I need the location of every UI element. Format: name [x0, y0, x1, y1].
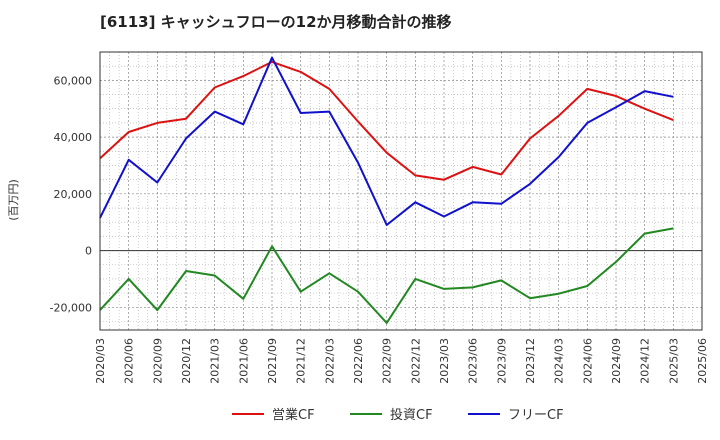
x-tick-label: 2024/06: [581, 338, 594, 384]
x-tick-label: 2024/12: [639, 338, 652, 384]
x-tick-label: 2021/06: [237, 338, 250, 384]
y-tick-label: 0: [85, 245, 92, 258]
series-line-1: [99, 227, 674, 324]
x-tick-label: 2025/03: [667, 338, 680, 384]
x-tick-label: 2025/06: [696, 338, 709, 384]
legend: 営業CF 投資CF フリーCF: [232, 407, 564, 423]
x-tick-label: 2020/09: [151, 338, 164, 384]
y-tick-label: 60,000: [54, 74, 93, 87]
x-tick-label: 2022/09: [381, 338, 394, 384]
x-tick-label: 2022/03: [323, 338, 336, 384]
x-tick-label: 2024/03: [553, 338, 566, 384]
x-tick-label: 2020/06: [123, 338, 136, 384]
y-tick-labels: -20,000 0 20,000 40,000 60,000: [50, 74, 92, 314]
x-tick-label: 2024/09: [610, 338, 623, 384]
x-tick-labels: 2020/03 2020/06 2020/09 2020/12 2021/03 2021/…: [94, 338, 709, 384]
x-tick-label: 2021/12: [295, 338, 308, 384]
x-tick-label: 2023/12: [524, 338, 537, 384]
x-tick-label: 2021/09: [266, 338, 279, 384]
plot-area-frame: [99, 51, 703, 331]
series-line-0: [99, 60, 674, 181]
x-tick-label: 2023/06: [467, 338, 480, 384]
series-lines: [99, 56, 674, 324]
x-tick-label: 2022/12: [409, 338, 422, 384]
x-tick-label: 2022/06: [352, 338, 365, 384]
legend-label-0: 営業CF: [272, 407, 315, 423]
series-line-2: [99, 56, 674, 226]
y-axis-label: (百万円): [7, 179, 20, 221]
legend-label-2: フリーCF: [508, 408, 564, 423]
grid-lines: [99, 51, 703, 330]
x-tick-label: 2021/03: [209, 338, 222, 384]
x-tick-label: 2023/09: [495, 338, 508, 384]
chart-title: [6113] キャッシュフローの12か月移動合計の推移: [100, 13, 452, 31]
x-tick-label: 2020/12: [180, 338, 193, 384]
x-tick-label: 2023/03: [438, 338, 451, 384]
legend-label-1: 投資CF: [390, 407, 433, 423]
x-tick-label: 2020/03: [94, 338, 107, 384]
y-tick-label: 40,000: [54, 131, 93, 144]
y-tick-label: 20,000: [54, 188, 93, 201]
y-tick-label: -20,000: [50, 301, 92, 314]
